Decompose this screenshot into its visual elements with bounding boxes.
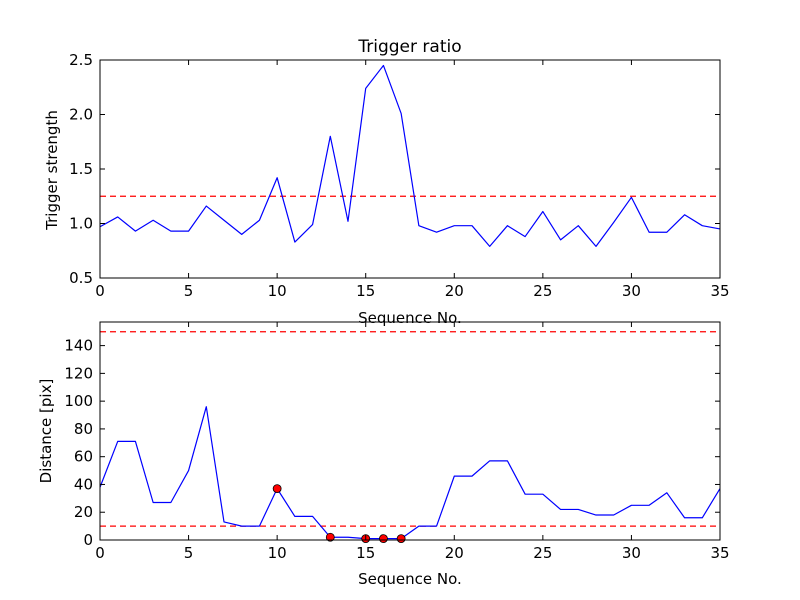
x-tick-label: 0 bbox=[95, 282, 105, 300]
axes-frame bbox=[99, 321, 721, 541]
y-tick-label: 80 bbox=[74, 420, 93, 438]
y-tick-label: 1.5 bbox=[69, 160, 93, 178]
series-line bbox=[99, 64, 721, 247]
x-tick-label: 30 bbox=[622, 544, 641, 562]
chart-title: Trigger ratio bbox=[357, 37, 461, 57]
x-tick-label: 5 bbox=[184, 282, 194, 300]
x-tick-label: 10 bbox=[268, 544, 287, 562]
x-axis-label: Sequence No. bbox=[358, 570, 462, 588]
x-tick-label: 25 bbox=[533, 282, 552, 300]
y-tick-label: 40 bbox=[74, 475, 93, 493]
x-tick-label: 5 bbox=[184, 544, 194, 562]
y-tick-label: 140 bbox=[64, 337, 93, 355]
y-tick-label: 2.0 bbox=[69, 106, 93, 124]
x-tick-label: 20 bbox=[445, 282, 464, 300]
x-tick-label: 35 bbox=[710, 282, 729, 300]
x-tick-label: 10 bbox=[268, 282, 287, 300]
x-tick-label: 35 bbox=[710, 544, 729, 562]
y-tick-label: 1.0 bbox=[69, 215, 93, 233]
y-tick-label: 0 bbox=[83, 531, 93, 549]
trigger-ratio-panel: Trigger ratio Sequence No. Trigger stren… bbox=[43, 37, 730, 327]
y-axis-label: Distance [pix] bbox=[37, 379, 55, 484]
distance-panel: Sequence No. Distance [pix] 0 5 10 15 20 25 30… bbox=[37, 321, 730, 588]
y-tick-label: 0.5 bbox=[69, 269, 93, 287]
data-point-marker bbox=[379, 534, 388, 544]
x-tick-label: 0 bbox=[95, 544, 105, 562]
data-point-marker bbox=[325, 532, 335, 542]
y-tick-label: 60 bbox=[74, 448, 93, 466]
x-tick-label: 30 bbox=[622, 282, 641, 300]
y-axis-label: Trigger strength bbox=[43, 110, 61, 231]
x-tick-label: 15 bbox=[356, 544, 375, 562]
data-point-marker bbox=[272, 484, 282, 494]
x-tick-label: 15 bbox=[356, 282, 375, 300]
y-tick-label: 20 bbox=[74, 503, 93, 521]
series-line bbox=[99, 406, 721, 540]
x-tick-label: 25 bbox=[533, 544, 552, 562]
y-tick-label: 2.5 bbox=[69, 51, 93, 69]
data-point-marker bbox=[396, 534, 406, 544]
y-tick-label: 100 bbox=[64, 392, 93, 410]
y-tick-label: 120 bbox=[64, 364, 93, 382]
x-tick-label: 20 bbox=[445, 544, 464, 562]
x-axis-label: Sequence No. bbox=[358, 309, 462, 327]
